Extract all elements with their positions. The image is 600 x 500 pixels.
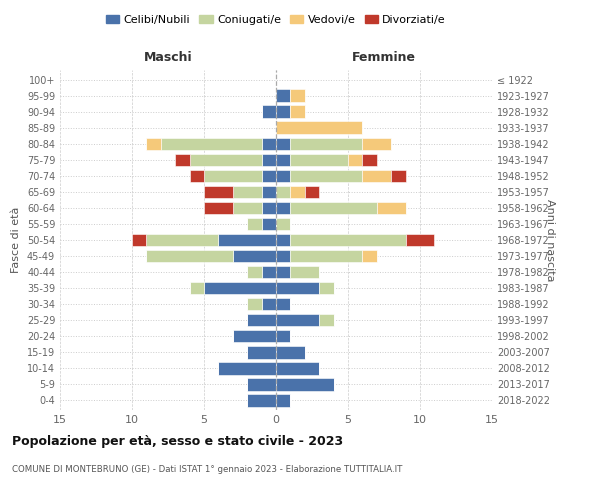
Text: COMUNE DI MONTEBRUNO (GE) - Dati ISTAT 1° gennaio 2023 - Elaborazione TUTTITALIA: COMUNE DI MONTEBRUNO (GE) - Dati ISTAT 1… (12, 465, 403, 474)
Bar (276, 266, 290, 278)
Bar (276, 186, 290, 198)
Bar (290, 106, 305, 118)
Bar (276, 106, 290, 118)
Bar (276, 394, 290, 406)
Bar (319, 282, 334, 294)
Text: Maschi: Maschi (143, 50, 193, 64)
Bar (276, 170, 290, 182)
Bar (190, 282, 204, 294)
Bar (247, 378, 276, 390)
Bar (290, 202, 377, 214)
Bar (362, 250, 377, 262)
Bar (276, 218, 290, 230)
Bar (204, 282, 276, 294)
Bar (290, 138, 362, 150)
Bar (276, 282, 319, 294)
Bar (190, 170, 204, 182)
Bar (305, 186, 319, 198)
Bar (276, 138, 290, 150)
Bar (247, 266, 262, 278)
Bar (233, 186, 262, 198)
Text: Femmine: Femmine (352, 50, 416, 64)
Bar (247, 314, 276, 326)
Bar (348, 154, 362, 166)
Y-axis label: Anni di nascita: Anni di nascita (545, 198, 556, 281)
Bar (262, 106, 276, 118)
Bar (276, 90, 290, 102)
Bar (262, 138, 276, 150)
Bar (247, 218, 262, 230)
Bar (362, 138, 391, 150)
Bar (276, 314, 319, 326)
Bar (290, 234, 406, 246)
Bar (290, 266, 319, 278)
Bar (247, 346, 276, 358)
Bar (204, 186, 233, 198)
Bar (146, 234, 218, 246)
Bar (146, 250, 233, 262)
Bar (262, 218, 276, 230)
Bar (362, 170, 391, 182)
Legend: Celibi/Nubili, Coniugati/e, Vedovi/e, Divorziati/e: Celibi/Nubili, Coniugati/e, Vedovi/e, Di… (101, 10, 451, 29)
Bar (276, 202, 290, 214)
Bar (262, 202, 276, 214)
Bar (233, 330, 276, 342)
Bar (290, 250, 362, 262)
Bar (262, 266, 276, 278)
Bar (362, 154, 377, 166)
Bar (276, 122, 362, 134)
Bar (391, 170, 406, 182)
Bar (319, 314, 334, 326)
Y-axis label: Fasce di età: Fasce di età (11, 207, 21, 273)
Bar (276, 378, 334, 390)
Bar (276, 250, 290, 262)
Bar (290, 186, 305, 198)
Bar (276, 298, 290, 310)
Bar (218, 362, 276, 374)
Bar (161, 138, 262, 150)
Bar (276, 234, 290, 246)
Bar (262, 154, 276, 166)
Bar (276, 346, 305, 358)
Bar (190, 154, 262, 166)
Bar (262, 298, 276, 310)
Bar (233, 250, 276, 262)
Bar (276, 330, 290, 342)
Bar (132, 234, 146, 246)
Bar (290, 90, 305, 102)
Bar (247, 298, 262, 310)
Bar (204, 170, 262, 182)
Bar (276, 154, 290, 166)
Bar (247, 394, 276, 406)
Bar (377, 202, 406, 214)
Bar (276, 362, 319, 374)
Bar (262, 186, 276, 198)
Bar (175, 154, 190, 166)
Bar (204, 202, 233, 214)
Bar (146, 138, 161, 150)
Bar (262, 170, 276, 182)
Bar (406, 234, 434, 246)
Text: Popolazione per età, sesso e stato civile - 2023: Popolazione per età, sesso e stato civil… (12, 435, 343, 448)
Bar (218, 234, 276, 246)
Bar (290, 154, 348, 166)
Bar (233, 202, 262, 214)
Bar (290, 170, 362, 182)
